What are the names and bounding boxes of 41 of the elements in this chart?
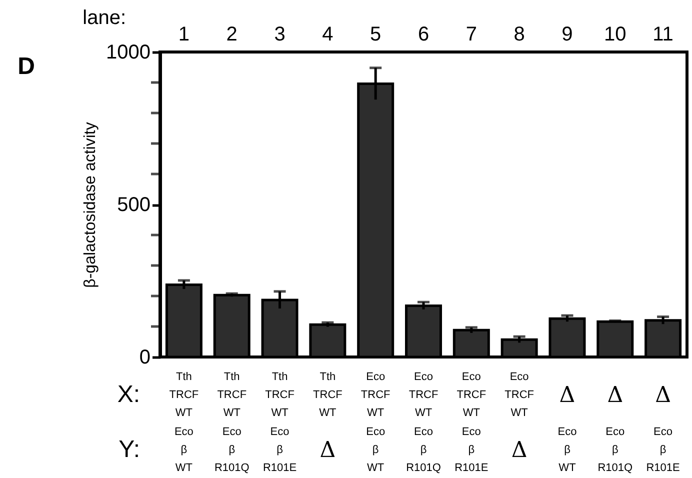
text: Δ [559, 383, 576, 408]
y-tick-label: 0 [139, 346, 150, 368]
text: lane: [82, 7, 126, 29]
x-tick-label: 3 [274, 24, 286, 46]
text: Tth TRCF WT [313, 371, 343, 419]
text: Eco β R101E [454, 426, 488, 474]
x-tick-label: 11 [652, 24, 674, 46]
text: Eco β WT [558, 426, 577, 474]
text: Eco β R101E [262, 426, 297, 474]
text: D [18, 53, 35, 80]
text: X: [117, 381, 140, 408]
text: Δ [320, 438, 336, 463]
x-tick-label: 10 [604, 24, 626, 46]
text: Tth TRCF WT [169, 371, 199, 419]
y-tick-label: 1000 [106, 42, 150, 64]
text: Eco β R101Q [406, 426, 442, 474]
text: Eco β R101Q [214, 426, 250, 474]
x-tick-label: 7 [466, 24, 477, 46]
x-tick-label: 2 [226, 24, 238, 46]
text: Eco β WT [174, 426, 194, 474]
x-tick-label: 8 [514, 24, 525, 46]
x-tick-label: 1 [178, 24, 190, 46]
text: Y: [118, 436, 140, 463]
text: Eco TRCF WT [360, 371, 391, 419]
text: Δ [511, 438, 528, 463]
x-tick-label: 5 [370, 24, 382, 46]
x-tick-label: 9 [562, 24, 573, 46]
text: Tth TRCF WT [217, 371, 247, 419]
text: Eco β R101E [646, 426, 680, 474]
y-tick-label: 500 [117, 194, 150, 216]
x-tick-label: 6 [418, 24, 430, 46]
text: Eco TRCF WT [408, 371, 438, 419]
text: Eco β WT [366, 426, 386, 474]
y-axis-title: β-galactosidase activity [82, 122, 100, 288]
text: Eco β R101Q [598, 426, 634, 474]
text: Δ [607, 383, 624, 408]
text: Eco TRCF WT [456, 371, 486, 419]
text: Eco TRCF WT [504, 371, 534, 419]
x-tick-label: 4 [322, 24, 334, 46]
text: Tth TRCF WT [265, 371, 295, 419]
text: Δ [655, 383, 671, 408]
